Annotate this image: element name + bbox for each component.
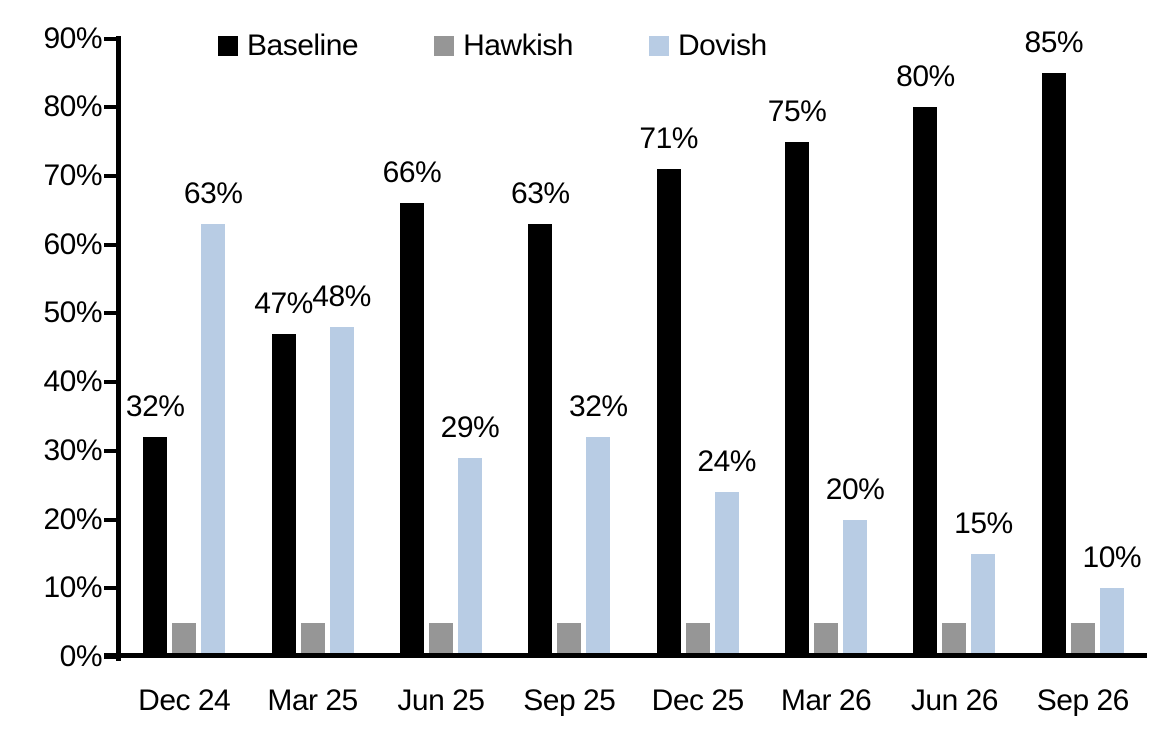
bar-hawkish-sep-26 [1070,622,1095,657]
x-axis-category-label: Sep 25 [523,684,616,717]
dovish-swatch-icon [648,36,669,56]
bar-value-label: 63% [183,177,243,211]
x-axis-category-label: Dec 25 [651,684,745,717]
bar-value-label: 63% [511,177,570,211]
y-axis-tick [104,105,116,110]
bar-baseline-sep-25 [528,224,553,657]
y-axis-tick-label: 40% [43,365,102,399]
bar-value-label: 32% [569,390,628,424]
bar-dovish-jun-26 [971,553,996,657]
y-axis-tick [104,380,116,385]
baseline-swatch-icon [218,36,238,56]
y-axis-tick [104,448,116,453]
legend-item-dovish: Dovish [648,29,767,63]
bar-value-label: 48% [312,280,371,314]
x-axis-category-label: Dec 24 [138,684,231,717]
bar-value-label: 32% [125,390,185,424]
bar-baseline-mar-26 [785,141,810,657]
bar-dovish-dec-25 [714,492,739,657]
y-axis-tick [104,517,116,522]
bar-value-label: 47% [254,287,313,321]
bar-dovish-sep-26 [1099,588,1124,657]
y-axis-tick [104,311,116,316]
bar-hawkish-dec-25 [685,622,710,657]
bar-baseline-jun-26 [913,107,938,657]
bar-value-label: 15% [954,506,1013,540]
bar-baseline-dec-24 [143,437,168,657]
bar-hawkish-jun-25 [428,622,453,657]
bar-hawkish-jun-26 [942,622,967,657]
bar-baseline-mar-25 [271,334,296,657]
y-axis-tick [104,586,116,591]
legend-item-baseline: Baseline [218,29,359,63]
x-axis-category-label: Jun 25 [397,684,485,717]
bar-baseline-sep-26 [1041,72,1066,657]
bar-baseline-dec-25 [656,169,681,657]
legend-item-hawkish: Hawkish [434,29,573,63]
bar-hawkish-mar-26 [814,622,839,657]
bar-value-label: 80% [896,60,955,94]
x-axis-category-label: Sep 26 [1036,684,1130,717]
y-axis-tick-label: 10% [43,571,102,605]
y-axis-tick [104,173,116,178]
y-axis-tick [104,36,116,41]
bar-hawkish-mar-25 [300,622,325,657]
bar-value-label: 24% [697,445,756,479]
legend-label-hawkish: Hawkish [463,29,573,62]
y-axis-tick-label: 70% [43,158,102,192]
chart-legend: Baseline Hawkish Dovish [218,29,767,63]
y-axis-line [116,36,121,661]
y-axis-tick-label: 30% [43,433,102,467]
bar-dovish-jun-25 [457,457,482,657]
x-axis-category-label: Mar 26 [780,684,872,717]
bar-value-label: 29% [440,410,500,444]
bar-value-label: 10% [1082,541,1142,575]
bar-value-label: 85% [1024,25,1084,59]
bar-value-label: 20% [825,472,885,506]
bar-value-label: 71% [639,122,698,156]
x-axis-category-label: Jun 26 [910,684,999,717]
y-axis-tick [104,242,116,247]
bar-dovish-mar-25 [329,327,354,657]
bar-value-label: 75% [767,94,827,128]
y-axis-tick-label: 80% [43,90,102,124]
bar-dovish-mar-26 [843,519,868,657]
bar-hawkish-sep-25 [557,622,582,657]
y-axis-tick-label: 50% [43,296,102,330]
hawkish-swatch-icon [434,36,455,56]
legend-label-baseline: Baseline [247,29,359,62]
x-axis-line [104,653,1147,658]
y-axis-tick-label: 60% [43,227,102,261]
bar-dovish-sep-25 [586,437,611,657]
y-axis-tick [104,655,116,659]
y-axis-tick-label: 0% [59,640,103,673]
y-axis-tick-label: 90% [43,21,102,55]
legend-label-dovish: Dovish [677,29,767,62]
bar-value-label: 66% [382,156,442,190]
bar-dovish-dec-24 [201,224,226,657]
x-axis-category-label: Mar 25 [267,684,358,717]
bar-baseline-jun-25 [399,203,424,657]
y-axis-tick-label: 20% [43,502,102,536]
bar-hawkish-dec-24 [172,622,197,657]
